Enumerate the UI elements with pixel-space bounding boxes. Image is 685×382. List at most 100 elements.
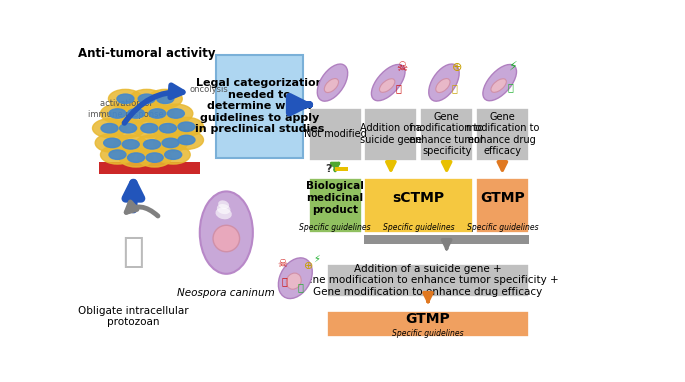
Circle shape <box>146 153 163 162</box>
Text: Legal categorization
needed to
determine which
guidelines to apply
in preclinica: Legal categorization needed to determine… <box>195 78 324 134</box>
Circle shape <box>143 140 160 149</box>
Text: Specific guidelines: Specific guidelines <box>383 223 455 232</box>
FancyBboxPatch shape <box>216 55 303 158</box>
Circle shape <box>101 104 134 123</box>
Circle shape <box>132 119 166 138</box>
Circle shape <box>157 94 174 104</box>
FancyBboxPatch shape <box>308 178 362 233</box>
Circle shape <box>141 123 158 133</box>
Circle shape <box>149 109 166 118</box>
Text: 🐄: 🐄 <box>123 235 145 269</box>
FancyBboxPatch shape <box>327 311 529 337</box>
Text: GTMP: GTMP <box>406 312 451 326</box>
Ellipse shape <box>483 65 516 101</box>
Text: GTMP: GTMP <box>480 191 525 205</box>
Text: ⊕: ⊕ <box>452 62 462 74</box>
Circle shape <box>156 145 190 164</box>
Ellipse shape <box>286 273 301 289</box>
Text: 〰: 〰 <box>396 84 402 94</box>
Text: ⚡: ⚡ <box>313 254 320 264</box>
Circle shape <box>127 153 145 162</box>
Text: oncolysis: oncolysis <box>189 86 228 94</box>
Circle shape <box>167 109 184 118</box>
FancyBboxPatch shape <box>364 235 529 244</box>
Text: Not modified: Not modified <box>303 129 366 139</box>
Ellipse shape <box>436 79 450 92</box>
Text: ⚡: ⚡ <box>508 60 517 73</box>
Text: Gene
modification to
enhance drug
efficacy: Gene modification to enhance drug effica… <box>466 112 539 157</box>
Circle shape <box>138 94 155 104</box>
Circle shape <box>148 89 182 108</box>
Ellipse shape <box>317 64 348 101</box>
Circle shape <box>108 89 142 108</box>
Ellipse shape <box>217 204 230 214</box>
FancyBboxPatch shape <box>476 108 529 160</box>
Circle shape <box>122 140 139 149</box>
Circle shape <box>114 135 148 154</box>
FancyBboxPatch shape <box>308 108 362 160</box>
Circle shape <box>169 131 203 149</box>
Text: Gene
modification to
enhance tumor
specificity: Gene modification to enhance tumor speci… <box>409 112 484 157</box>
Text: Addition of a suicide gene +
Gene modification to enhance tumor specificity +
Ge: Addition of a suicide gene + Gene modifi… <box>298 264 558 297</box>
Ellipse shape <box>200 191 253 274</box>
FancyArrow shape <box>335 167 349 170</box>
Circle shape <box>117 94 134 104</box>
Circle shape <box>103 138 121 147</box>
Text: Specific guidelines: Specific guidelines <box>466 223 538 232</box>
Circle shape <box>92 119 127 138</box>
FancyBboxPatch shape <box>327 264 529 297</box>
Circle shape <box>109 109 126 118</box>
FancyBboxPatch shape <box>364 108 417 160</box>
Circle shape <box>151 119 185 138</box>
Circle shape <box>159 104 193 123</box>
Circle shape <box>178 122 195 131</box>
Ellipse shape <box>216 208 232 219</box>
Circle shape <box>119 148 153 167</box>
Ellipse shape <box>324 79 338 92</box>
Circle shape <box>135 135 169 154</box>
Text: Anti-tumoral activity: Anti-tumoral activity <box>78 47 215 60</box>
Ellipse shape <box>213 225 240 252</box>
Text: 〰: 〰 <box>282 276 288 286</box>
Ellipse shape <box>429 64 459 101</box>
Circle shape <box>129 89 164 108</box>
Circle shape <box>101 145 134 164</box>
Circle shape <box>119 104 153 123</box>
FancyBboxPatch shape <box>420 108 473 160</box>
Ellipse shape <box>278 258 312 299</box>
Circle shape <box>164 150 182 159</box>
Text: Biological
medicinal
product: Biological medicinal product <box>306 181 364 215</box>
Text: ☠: ☠ <box>277 259 287 269</box>
Circle shape <box>138 148 172 167</box>
Text: ?: ? <box>325 164 332 174</box>
Circle shape <box>140 104 174 123</box>
Circle shape <box>169 117 203 136</box>
Circle shape <box>101 123 118 133</box>
Text: Specific guidelines: Specific guidelines <box>393 329 464 338</box>
FancyBboxPatch shape <box>99 162 200 174</box>
Circle shape <box>111 119 145 138</box>
Text: Addition of a
suicide gene: Addition of a suicide gene <box>360 123 422 145</box>
FancyBboxPatch shape <box>364 178 473 233</box>
Text: Specific guidelines: Specific guidelines <box>299 223 371 232</box>
Circle shape <box>178 135 195 145</box>
Text: ☠: ☠ <box>396 62 407 74</box>
Text: 〰: 〰 <box>298 282 303 292</box>
Ellipse shape <box>491 79 506 92</box>
Ellipse shape <box>218 200 229 209</box>
Circle shape <box>109 150 126 159</box>
Ellipse shape <box>371 65 405 101</box>
FancyBboxPatch shape <box>476 178 529 233</box>
Text: sCTMP: sCTMP <box>393 191 445 205</box>
Circle shape <box>127 109 145 118</box>
Circle shape <box>153 133 188 152</box>
Text: 〰: 〰 <box>508 82 513 92</box>
Text: 〰: 〰 <box>451 84 458 94</box>
Circle shape <box>120 123 136 133</box>
Circle shape <box>162 138 179 147</box>
Text: activation of
immune response: activation of immune response <box>88 99 164 119</box>
Text: Neospora caninum: Neospora caninum <box>177 288 275 298</box>
Ellipse shape <box>379 79 395 92</box>
Text: Obligate intracellular
protozoan: Obligate intracellular protozoan <box>78 306 188 327</box>
Circle shape <box>160 123 177 133</box>
